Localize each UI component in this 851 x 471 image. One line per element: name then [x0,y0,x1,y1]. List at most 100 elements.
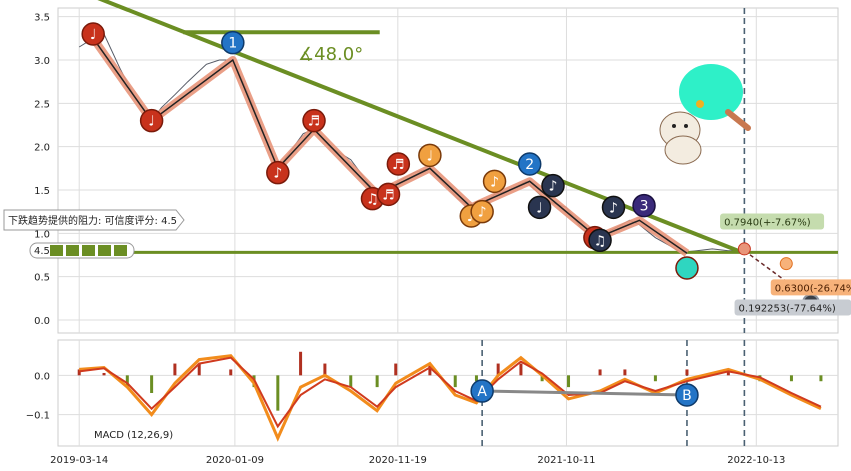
wave-marker-label: 3 [640,199,649,215]
wave-marker [675,256,699,280]
wave-marker-label: 2 [525,157,534,173]
wave-marker-label: ♩ [90,27,97,43]
macd-histogram-bar [375,375,379,388]
target-label: 0.192253(-77.64%) [739,304,836,315]
divergence-point [470,379,494,403]
dog-eye [684,124,688,128]
wave-marker-label: ♪ [273,166,282,182]
divergence-point-label: B [682,388,692,404]
angle-label: ∡48.0° [298,44,363,65]
divergence-point [675,383,699,407]
wave-marker [482,169,507,194]
macd-histogram-bar [276,375,280,411]
price-y-tick-label: 0.0 [34,316,50,327]
target-label: 0.6300(-26.74%) [775,283,851,294]
paddle-handle [725,109,751,131]
macd-histogram-bar [150,375,154,393]
wave-marker [302,108,326,133]
price-y-tick-label: 0.5 [34,273,50,284]
macd-histogram-bar [453,375,457,388]
wave-marker-label: ♬ [392,157,405,173]
macd-histogram-bar [173,363,177,376]
macd-y-tick-label: 0.0 [34,371,50,382]
rating-star [66,245,79,256]
wave-marker [541,173,565,198]
x-tick-label: 2021-10-11 [537,455,595,466]
price-y-tick-label: 2.5 [34,99,50,110]
macd-histogram-bar [519,363,523,376]
price-y-tick-label: 2.0 [34,143,50,154]
macd-histogram-bar [496,363,500,376]
macd-panel: 0.0 −0.1 A B MACD (12,26,9) [26,339,839,447]
wave-marker-label: ♪ [490,174,499,190]
target-label-box [720,213,825,230]
x-tick-label: 2020-11-19 [369,455,427,466]
macd-histogram-bar [299,351,303,376]
wave-marker [470,199,494,224]
macd-histogram-bar [474,375,478,382]
wave-marker [266,160,290,185]
macd-histogram-bar [77,369,81,376]
price-y-tick-label: 3.0 [34,56,50,67]
wave-marker-label: ♫ [594,233,607,249]
wave-marker [527,195,552,220]
paddle-head [679,64,743,120]
rating-star [50,245,63,256]
price-y-tick-label: 1.5 [34,186,50,197]
wave-marker [376,182,401,207]
target-label: 0.7940(+-7.67%) [724,218,811,229]
target-label-box [734,299,851,316]
wave-marker [139,108,164,133]
macd-histogram-bar [789,375,793,382]
signal-line [79,356,822,429]
forecast-start-dot [737,242,751,256]
divergence-line [482,389,687,397]
macd-histogram-bar [623,369,627,376]
target-label-box [770,279,851,296]
macd-histogram-bar [685,369,689,376]
x-tick-label: 2020-01-09 [206,455,264,466]
macd-histogram-bar [653,375,657,382]
mascot-illustration [659,64,751,165]
wave-marker [81,22,105,46]
wave-marker-label: ♪ [467,209,476,225]
wave-marker-label: ♩ [536,200,543,216]
price-panel: 0.0 0.5 1.0 1.5 2.0 2.5 3.0 3.5 ∡48.0° 0.7940(+-7… [3,0,851,334]
price-y-tick-label: 1.0 [34,229,50,240]
forecast-mid-dot [779,257,793,271]
wave-marker-label: ♫ [366,192,379,208]
wave-marker [601,195,626,220]
wave-marker-label: ♪ [609,200,618,216]
macd-histogram-bar [349,375,353,388]
resistance-note-box [3,209,185,231]
wave-marker-label: ♪ [478,205,487,221]
rating-star [98,245,111,256]
wave-marker [632,193,656,218]
price-y-tick-label: 3.5 [34,13,50,24]
wave-marker [221,30,245,55]
macd-histogram-bar [125,375,129,388]
macd-label: MACD (12,26,9) [94,430,173,441]
rating-score: 4.5 [34,246,50,257]
dog-body [664,135,702,165]
x-axis: 2019-03-14 2020-01-09 2020-11-19 2021-10-11… [50,455,785,466]
resistance-note: 下跌趋势提供的阻力: 可信度评分: 4.5 [8,214,177,227]
wave-marker-label: ♬ [382,187,395,203]
macd-histogram-bar [102,372,106,376]
price-plot-area [57,7,839,334]
wave-marker-label: ♬ [308,114,321,130]
wave-marker [588,228,612,253]
dog-eye [672,124,676,128]
macd-histogram-bar [598,369,602,376]
macd-histogram-bar [819,375,823,382]
wave-marker-label: ♪ [549,179,558,195]
rating-star [114,245,127,256]
x-tick-label: 2022-10-13 [727,455,785,466]
macd-histogram-bar [540,375,544,382]
macd-histogram-bar [567,375,571,388]
macd-histogram-bar [197,363,201,376]
wave-marker [386,152,411,176]
x-tick-label: 2019-03-14 [50,455,108,466]
macd-y-tick-label: −0.1 [26,411,50,422]
